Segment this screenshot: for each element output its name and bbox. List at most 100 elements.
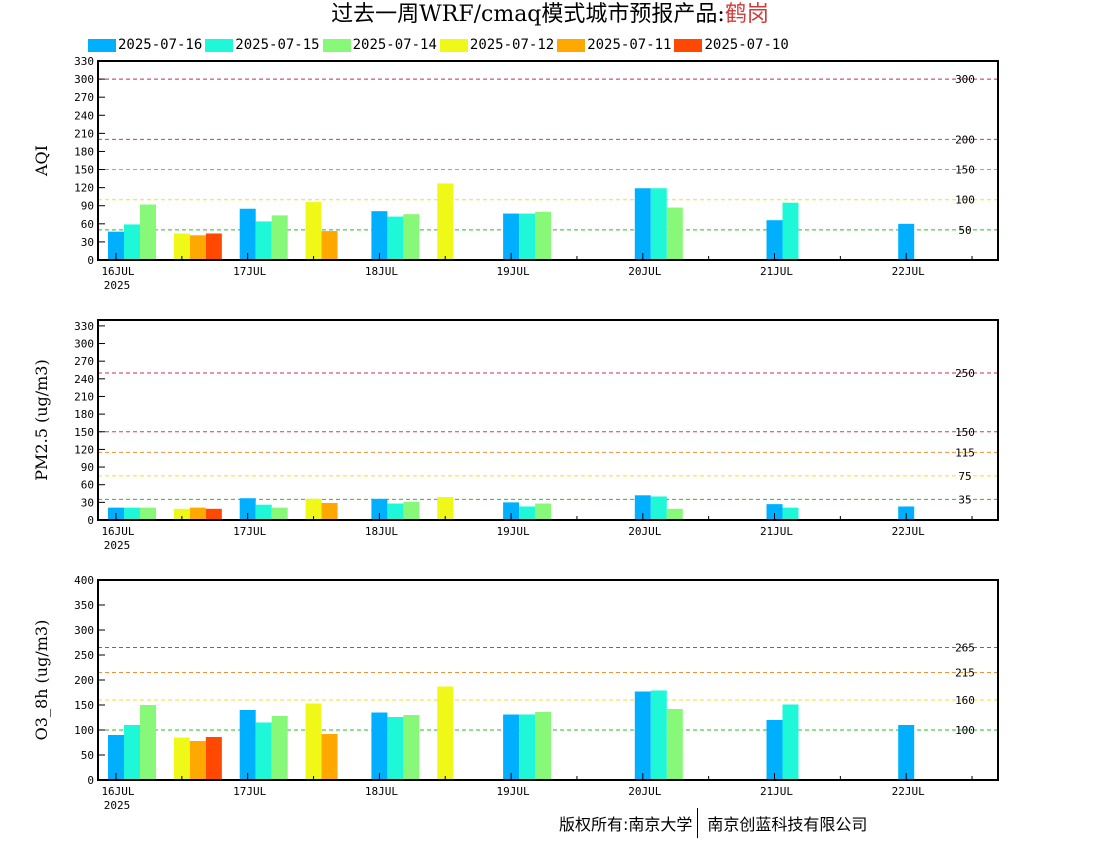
data-bar [782, 704, 799, 780]
legend-label: 2025-07-15 [235, 37, 320, 53]
x-tick-label: 20JUL [628, 525, 661, 538]
data-bar [173, 508, 190, 520]
data-bar [271, 215, 288, 260]
y-tick-label: 180 [74, 408, 94, 421]
data-bar [650, 188, 667, 260]
y-tick-label: 300 [74, 338, 94, 351]
y-tick-label: 100 [74, 724, 94, 737]
data-bar [140, 507, 156, 520]
y-tick-label: 330 [74, 55, 94, 68]
data-bar [239, 710, 256, 780]
x-tick-label: 16JUL [101, 785, 134, 798]
y-tick-label: 90 [81, 200, 94, 213]
legend-item: 2025-07-15 [205, 37, 320, 53]
data-bar [766, 220, 783, 260]
data-bar [205, 508, 222, 520]
data-bar [503, 714, 520, 780]
chart-title-city: 鹤岗 [724, 2, 769, 27]
x-tick-label: 22JUL [892, 785, 925, 798]
y-tick-label: 330 [74, 320, 94, 333]
data-bar [255, 504, 272, 520]
y-tick-label: 120 [74, 443, 94, 456]
data-bar [403, 214, 420, 260]
x-year-label: 2025 [104, 799, 131, 812]
y-tick-label: 240 [74, 373, 94, 386]
x-tick-label: 18JUL [365, 525, 398, 538]
data-bar [387, 216, 404, 260]
x-tick-label: 20JUL [628, 785, 661, 798]
data-bar [371, 498, 388, 520]
data-bar [437, 686, 454, 780]
y-tick-label: 150 [74, 164, 94, 177]
y-tick-label: 60 [81, 479, 94, 492]
data-bar [503, 213, 520, 260]
data-bar [782, 202, 799, 260]
legend-swatch [322, 38, 351, 52]
data-bar [321, 734, 338, 780]
x-tick-label: 17JUL [233, 525, 266, 538]
x-tick-label: 17JUL [233, 785, 266, 798]
data-bar [321, 231, 338, 260]
data-bar [650, 496, 667, 520]
y-tick-label: 250 [74, 649, 94, 662]
y-axis-label: PM2.5 (ug/m3) [32, 359, 51, 480]
data-bar [387, 717, 404, 780]
legend-swatch [88, 38, 116, 52]
y-tick-label: 210 [74, 390, 94, 403]
y-tick-label: 270 [74, 355, 94, 368]
data-bar [634, 495, 651, 520]
x-year-label: 2025 [104, 539, 131, 552]
threshold-label: 300 [955, 73, 975, 86]
data-bar [305, 498, 322, 520]
plot-frame [97, 60, 999, 261]
chart-panel: 265 215 160 100 0 50 100 150 200 250 300 350 400 16JU… [32, 574, 999, 812]
data-bar [535, 503, 552, 520]
data-bar [437, 183, 454, 260]
data-bar [371, 712, 388, 780]
y-tick-label: 50 [81, 749, 94, 762]
y-tick-label: 0 [87, 774, 94, 787]
data-bar [124, 224, 140, 260]
legend-label: 2025-07-11 [587, 37, 672, 53]
x-tick-label: 19JUL [497, 265, 530, 278]
y-tick-label: 200 [74, 674, 94, 687]
data-bar [189, 507, 206, 520]
data-bar [666, 508, 683, 520]
copyright-separator [697, 808, 699, 838]
data-bar [255, 221, 272, 260]
x-tick-label: 20JUL [628, 265, 661, 278]
threshold-label: 150 [955, 426, 975, 439]
data-bar [124, 507, 140, 520]
legend-label: 2025-07-10 [704, 37, 789, 53]
threshold-label: 35 [958, 493, 971, 506]
data-bar [271, 507, 288, 520]
data-bar [371, 211, 388, 260]
data-bar [634, 691, 651, 780]
data-bar [666, 709, 683, 780]
data-bar [140, 705, 156, 780]
data-bar [205, 737, 222, 780]
threshold-label: 75 [958, 470, 971, 483]
data-bar [519, 213, 536, 260]
legend-swatch [205, 38, 234, 52]
y-tick-label: 150 [74, 699, 94, 712]
data-bar [108, 735, 124, 780]
legend-label: 2025-07-16 [118, 37, 203, 53]
y-tick-label: 240 [74, 109, 94, 122]
data-bar [255, 722, 272, 780]
x-year-label: 2025 [104, 279, 131, 292]
data-bar [173, 737, 190, 780]
x-tick-label: 18JUL [365, 785, 398, 798]
data-bar [766, 720, 783, 780]
x-tick-label: 22JUL [892, 265, 925, 278]
data-bar [189, 741, 206, 780]
data-bar [205, 233, 222, 260]
legend-item: 2025-07-10 [674, 37, 789, 53]
legend-label: 2025-07-12 [469, 37, 555, 53]
data-bar [321, 502, 338, 520]
y-tick-label: 300 [74, 624, 94, 637]
threshold-label: 215 [955, 667, 975, 680]
data-bar [503, 502, 520, 520]
data-bar [519, 506, 536, 520]
